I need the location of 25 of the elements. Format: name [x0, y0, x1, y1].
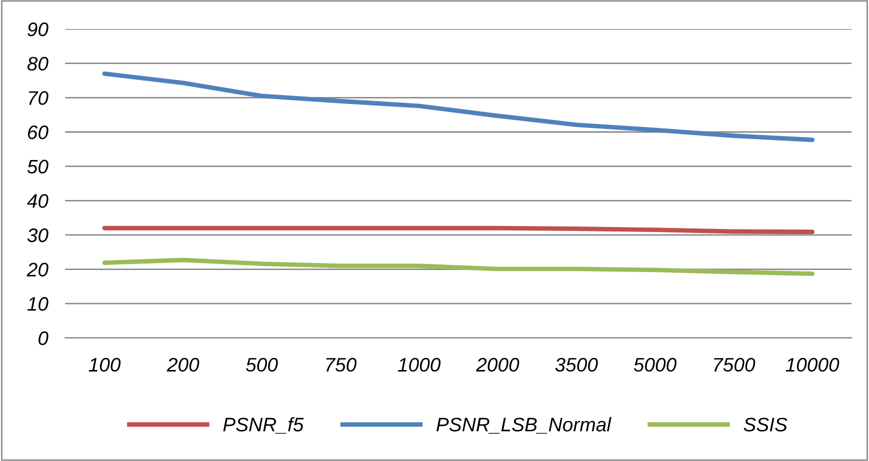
y-tick-label: 0: [38, 331, 48, 346]
y-tick-label: 50: [27, 160, 48, 174]
x-tick-label: 3500: [555, 358, 598, 372]
x-tick-label: 100: [88, 358, 121, 372]
x-tick-label: 750: [326, 358, 356, 372]
x-tick-label: 10000: [786, 358, 840, 372]
x-tick-label: 500: [246, 358, 278, 372]
y-tick-label: 20: [26, 262, 48, 277]
y-tick-label: 90: [28, 22, 48, 36]
legend-label: SSIS: [744, 418, 788, 432]
legend-label: PSNR_LSB_Normal: [436, 417, 612, 434]
legend-label: PSNR_f5: [223, 417, 304, 434]
y-tick-label: 70: [28, 91, 48, 105]
x-tick-label: 5000: [634, 358, 676, 372]
x-tick-label: 1000: [398, 358, 441, 372]
line-series: [102, 71, 815, 142]
y-tick-label: 10: [27, 297, 48, 311]
y-tick-label: 60: [28, 125, 48, 140]
x-tick-label: 2000: [476, 358, 520, 372]
y-tick-label: 40: [27, 194, 48, 208]
line-series: [102, 258, 815, 276]
x-tick-label: 200: [166, 358, 200, 372]
y-tick-label: 80: [27, 56, 48, 71]
y-tick-label: 30: [27, 228, 48, 242]
x-tick-label: 7500: [714, 358, 756, 372]
